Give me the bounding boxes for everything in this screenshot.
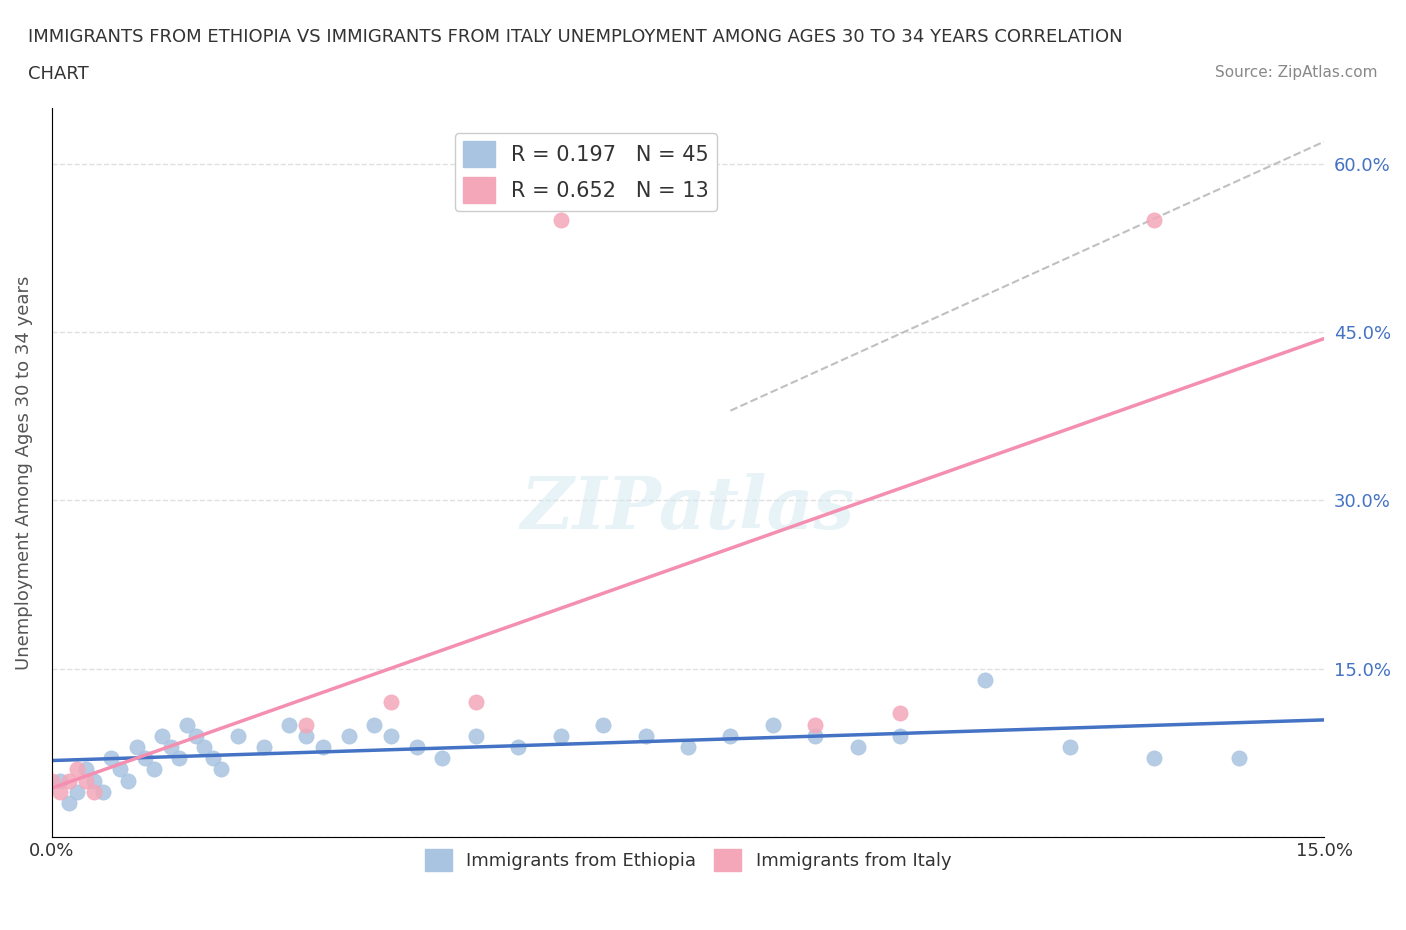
Point bbox=[108, 762, 131, 777]
Point bbox=[1059, 739, 1081, 754]
Point bbox=[209, 762, 232, 777]
Text: ZIPatlas: ZIPatlas bbox=[520, 473, 855, 544]
Point bbox=[762, 717, 785, 732]
Point bbox=[592, 717, 614, 732]
Point bbox=[430, 751, 453, 765]
Point bbox=[66, 784, 89, 799]
Point bbox=[253, 739, 276, 754]
Point bbox=[508, 739, 530, 754]
Point bbox=[201, 751, 224, 765]
Point bbox=[159, 739, 181, 754]
Point bbox=[634, 728, 657, 743]
Point bbox=[176, 717, 198, 732]
Point bbox=[380, 695, 402, 710]
Point bbox=[58, 796, 80, 811]
Point bbox=[58, 773, 80, 788]
Point bbox=[75, 762, 97, 777]
Point bbox=[550, 213, 572, 228]
Point bbox=[804, 717, 827, 732]
Point bbox=[1143, 213, 1166, 228]
Point bbox=[49, 773, 72, 788]
Point bbox=[973, 672, 995, 687]
Point bbox=[312, 739, 335, 754]
Point bbox=[363, 717, 385, 732]
Text: IMMIGRANTS FROM ETHIOPIA VS IMMIGRANTS FROM ITALY UNEMPLOYMENT AMONG AGES 30 TO : IMMIGRANTS FROM ETHIOPIA VS IMMIGRANTS F… bbox=[28, 28, 1123, 46]
Text: CHART: CHART bbox=[28, 65, 89, 83]
Legend: Immigrants from Ethiopia, Immigrants from Italy: Immigrants from Ethiopia, Immigrants fro… bbox=[418, 843, 959, 879]
Point bbox=[295, 728, 318, 743]
Point bbox=[150, 728, 173, 743]
Point bbox=[134, 751, 156, 765]
Point bbox=[405, 739, 427, 754]
Point bbox=[83, 784, 105, 799]
Point bbox=[464, 728, 486, 743]
Point bbox=[380, 728, 402, 743]
Point bbox=[167, 751, 190, 765]
Point bbox=[125, 739, 148, 754]
Text: Source: ZipAtlas.com: Source: ZipAtlas.com bbox=[1215, 65, 1378, 80]
Point bbox=[846, 739, 869, 754]
Point bbox=[184, 728, 207, 743]
Point bbox=[66, 762, 89, 777]
Point bbox=[91, 784, 114, 799]
Point bbox=[228, 728, 250, 743]
Point bbox=[889, 706, 911, 721]
Point bbox=[1143, 751, 1166, 765]
Point bbox=[718, 728, 741, 743]
Point bbox=[41, 773, 63, 788]
Point bbox=[142, 762, 165, 777]
Point bbox=[83, 773, 105, 788]
Point bbox=[49, 784, 72, 799]
Point bbox=[1227, 751, 1250, 765]
Point bbox=[100, 751, 122, 765]
Y-axis label: Unemployment Among Ages 30 to 34 years: Unemployment Among Ages 30 to 34 years bbox=[15, 275, 32, 670]
Point bbox=[889, 728, 911, 743]
Point bbox=[278, 717, 301, 732]
Point bbox=[295, 717, 318, 732]
Point bbox=[464, 695, 486, 710]
Point bbox=[550, 728, 572, 743]
Point bbox=[75, 773, 97, 788]
Point bbox=[117, 773, 139, 788]
Point bbox=[337, 728, 360, 743]
Point bbox=[804, 728, 827, 743]
Point bbox=[676, 739, 699, 754]
Point bbox=[193, 739, 215, 754]
